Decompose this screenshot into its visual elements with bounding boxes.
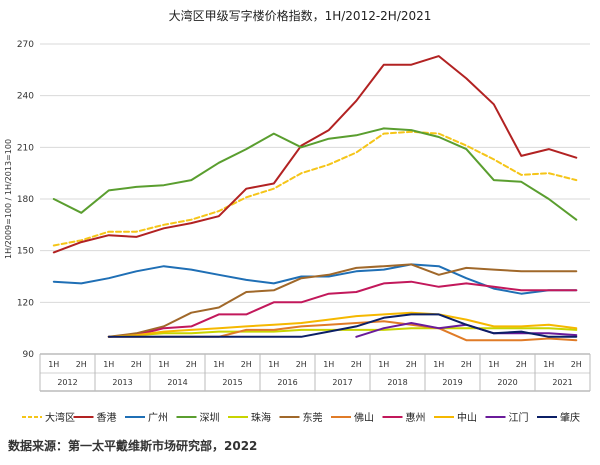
chart-title: 大湾区甲级写字楼价格指数，1H/2012-2H/2021 bbox=[169, 8, 432, 23]
x-tick-label: 2H bbox=[296, 360, 307, 369]
y-tick-label: 210 bbox=[17, 143, 34, 153]
x-tick-label: 2H bbox=[186, 360, 197, 369]
x-tick-label: 1H bbox=[488, 360, 499, 369]
year-label: 2020 bbox=[497, 378, 517, 387]
x-tick-label: 2H bbox=[406, 360, 417, 369]
legend-label: 东莞 bbox=[303, 411, 323, 424]
x-tick-label: 2H bbox=[131, 360, 142, 369]
legend-label: 佛山 bbox=[354, 411, 374, 424]
x-tick-label: 1H bbox=[103, 360, 114, 369]
legend-label: 大湾区 bbox=[45, 411, 75, 424]
y-tick-label: 180 bbox=[17, 195, 34, 205]
x-tick-label: 2H bbox=[76, 360, 87, 369]
y-tick-label: 150 bbox=[17, 247, 34, 257]
y-tick-label: 120 bbox=[17, 298, 34, 308]
year-label: 2021 bbox=[552, 378, 572, 387]
year-label: 2014 bbox=[167, 378, 187, 387]
year-label: 2017 bbox=[332, 378, 352, 387]
source-note: 数据来源：第一太平戴维斯市场研究部，2022 bbox=[8, 439, 258, 453]
x-tick-label: 1H bbox=[268, 360, 279, 369]
legend-label: 珠海 bbox=[251, 411, 271, 424]
x-tick-label: 1H bbox=[378, 360, 389, 369]
x-tick-label: 2H bbox=[461, 360, 472, 369]
series-line-中山 bbox=[107, 311, 578, 338]
y-tick-label: 270 bbox=[17, 40, 34, 50]
legend-label: 广州 bbox=[148, 412, 168, 424]
legend-label: 江门 bbox=[509, 411, 529, 424]
year-label: 2013 bbox=[112, 378, 132, 387]
y-tick-label: 240 bbox=[17, 92, 34, 102]
x-tick-label: 1H bbox=[543, 360, 554, 369]
year-label: 2019 bbox=[442, 378, 462, 387]
series-line-惠州 bbox=[107, 280, 578, 338]
legend-label: 深圳 bbox=[200, 412, 220, 424]
x-tick-label: 1H bbox=[433, 360, 444, 369]
legend-label: 惠州 bbox=[406, 411, 426, 424]
series-line-东莞 bbox=[107, 263, 578, 338]
year-label: 2018 bbox=[387, 378, 407, 387]
x-tick-label: 1H bbox=[323, 360, 334, 369]
x-tick-label: 2H bbox=[516, 360, 527, 369]
series-line-香港 bbox=[52, 55, 578, 254]
x-tick-label: 1H bbox=[158, 360, 169, 369]
year-label: 2016 bbox=[277, 378, 297, 387]
series-line-大湾区 bbox=[52, 130, 578, 247]
year-label: 2012 bbox=[57, 378, 77, 387]
x-tick-label: 2H bbox=[571, 360, 582, 369]
legend-label: 中山 bbox=[457, 411, 477, 424]
series-line-广州 bbox=[52, 263, 578, 295]
x-tick-label: 2H bbox=[241, 360, 252, 369]
year-label: 2015 bbox=[222, 378, 242, 387]
x-tick-label: 1H bbox=[213, 360, 224, 369]
x-tick-label: 2H bbox=[351, 360, 362, 369]
series-line-深圳 bbox=[52, 127, 578, 221]
legend-label: 香港 bbox=[97, 412, 117, 424]
series-line-肇庆 bbox=[107, 313, 578, 338]
legend-label: 肇庆 bbox=[560, 411, 580, 424]
x-tick-label: 1H bbox=[48, 360, 59, 369]
y-axis-label: 1H/2009=100 / 1H/2013=100 bbox=[4, 139, 13, 259]
y-tick-label: 90 bbox=[23, 350, 35, 360]
